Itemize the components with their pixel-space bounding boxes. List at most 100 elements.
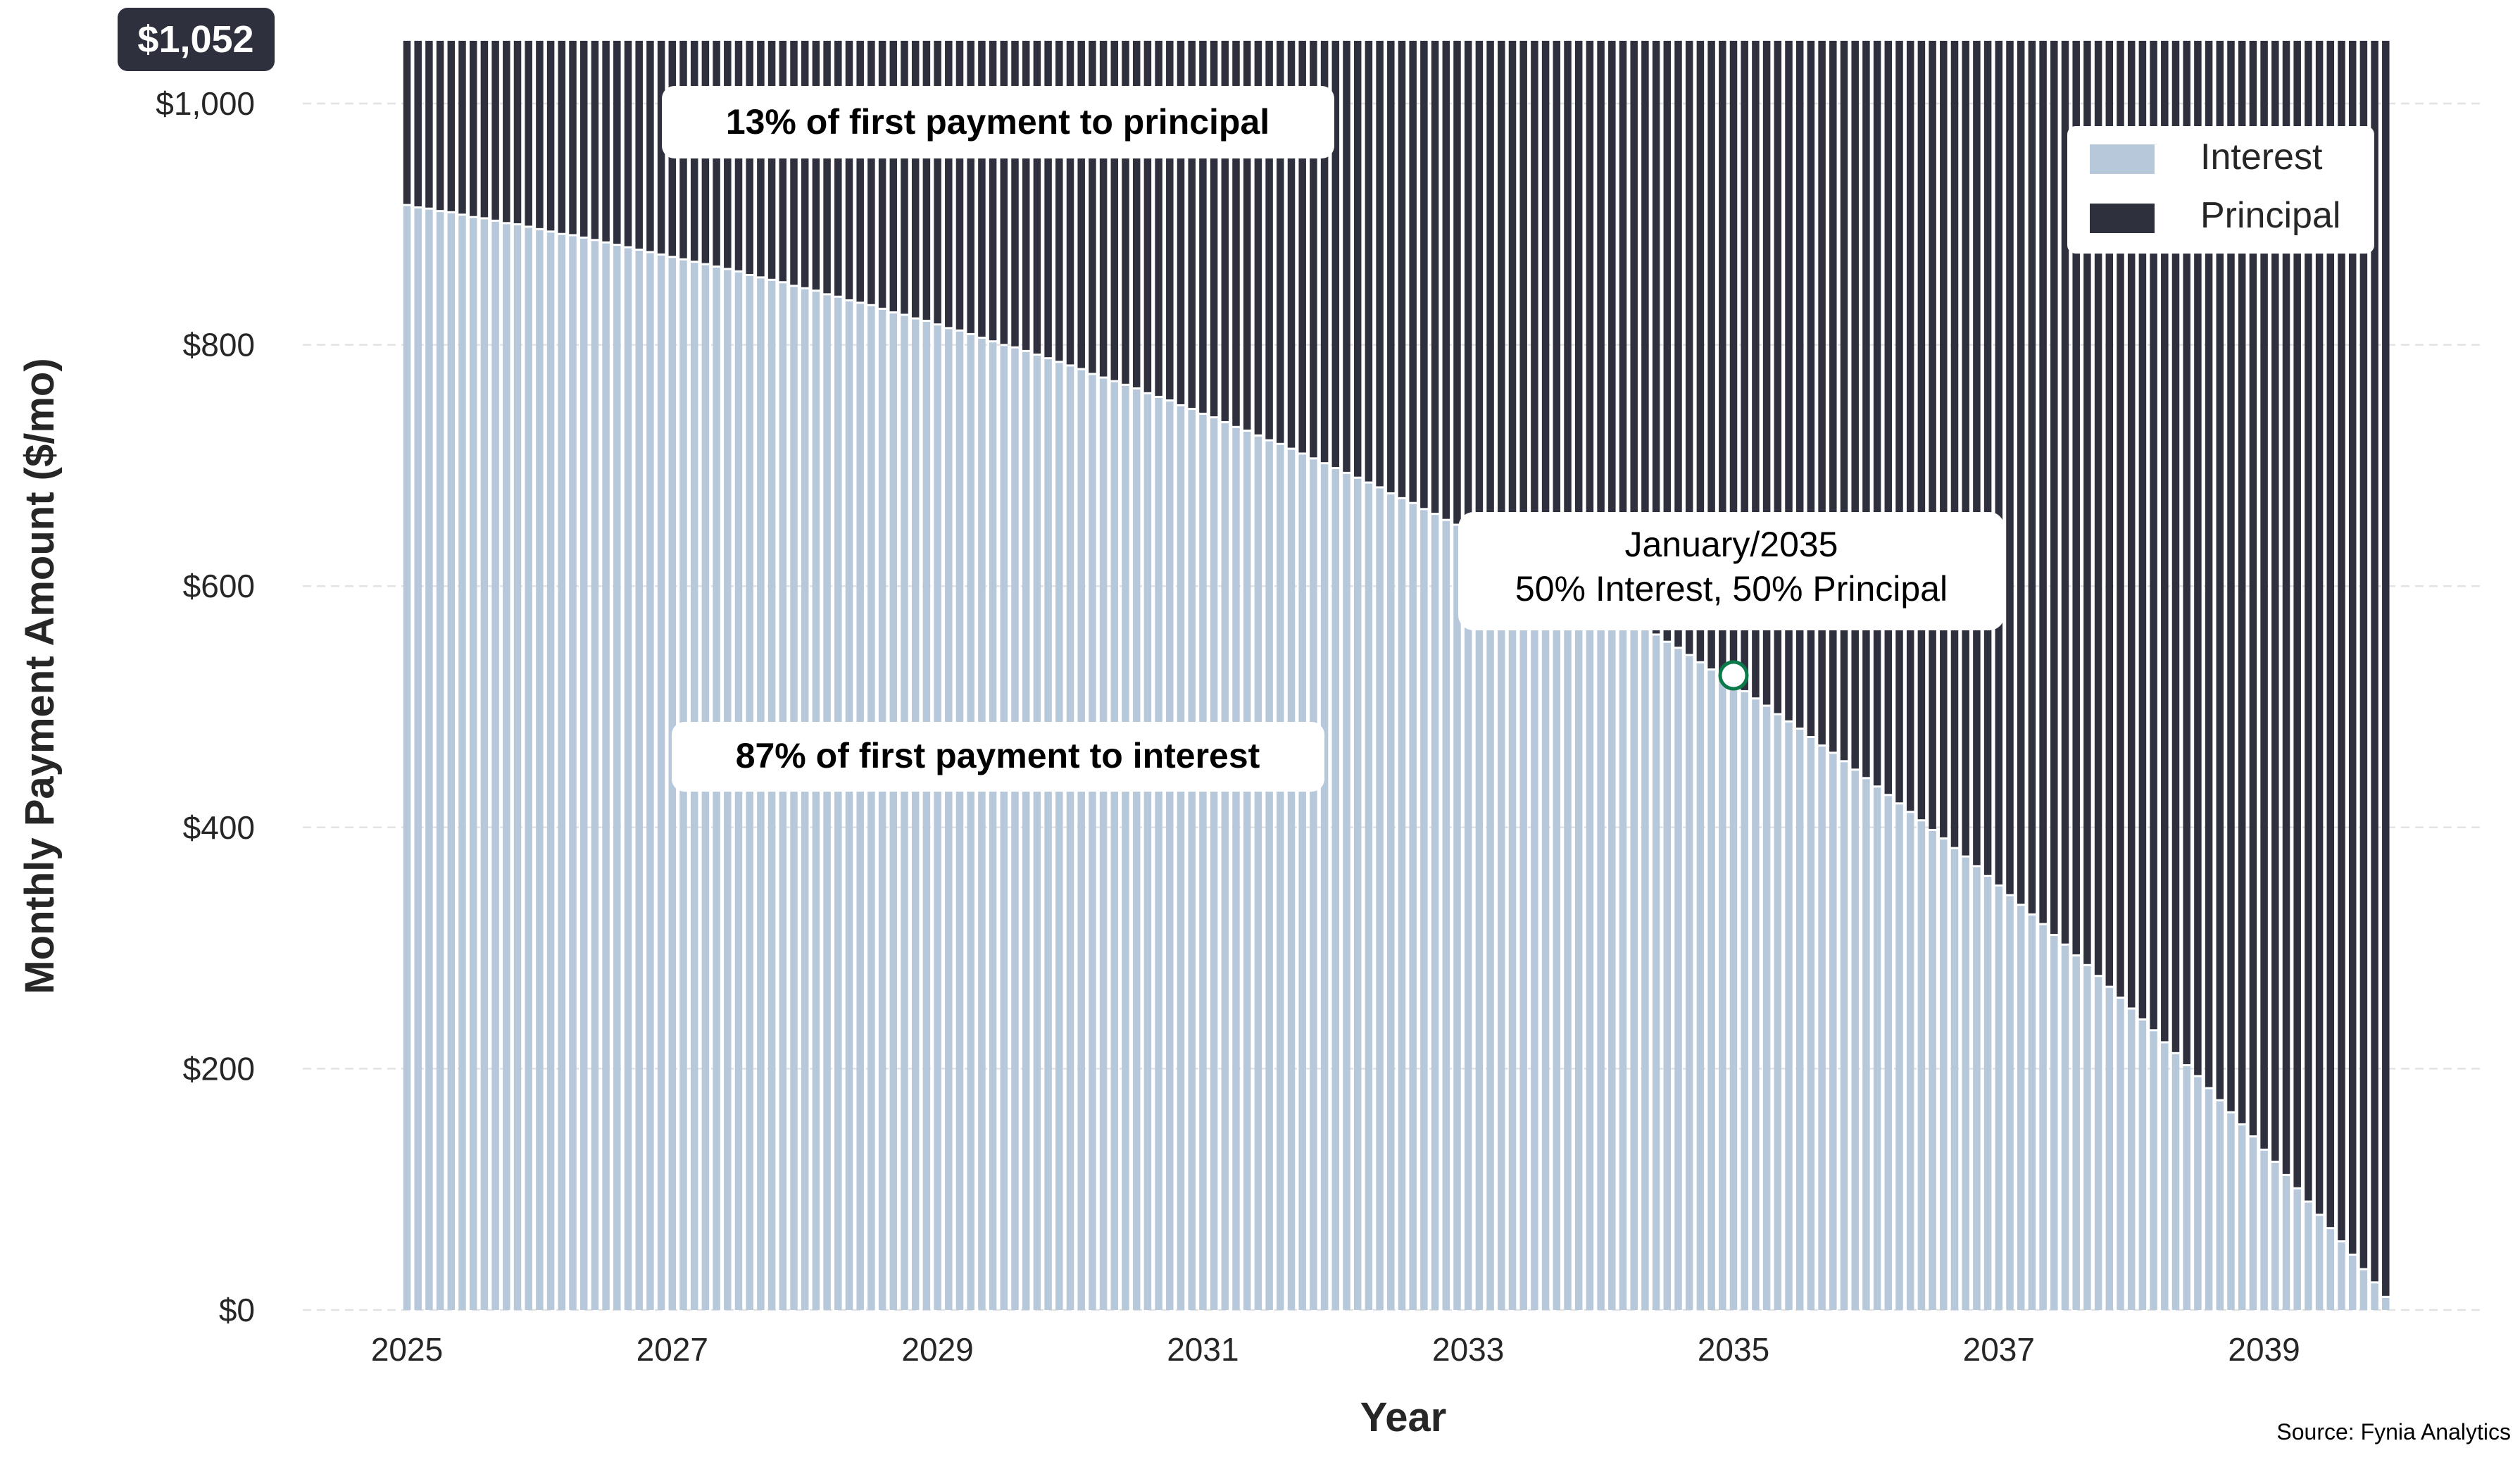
bar-interest [1143,394,1152,1310]
bar-principal [790,40,798,285]
bar-principal [867,40,875,304]
bar-principal [1099,40,1108,377]
bar-principal [2205,40,2213,1087]
y-tick-label: $600 [183,568,255,604]
bar-interest [1055,363,1063,1311]
bar-interest [1906,813,1914,1310]
bar-interest [978,339,986,1310]
bar-principal [1143,40,1152,392]
bar-principal [1685,40,1693,654]
bar-principal [978,40,986,337]
bar-principal [1564,40,1572,582]
bar-interest [1663,642,1672,1310]
bar-interest [436,212,444,1310]
bar-principal [414,40,422,207]
bar-interest [1531,566,1538,1310]
bar-principal [1265,40,1273,439]
bar-interest [1553,578,1561,1310]
bar-interest [1353,478,1362,1311]
x-tick-label: 2035 [1698,1331,1769,1368]
bar-principal [1431,40,1439,513]
bar-principal [2171,40,2180,1052]
bar-interest [1574,591,1583,1310]
bar-principal [2216,40,2224,1099]
bar-interest [1917,821,1926,1310]
bar-interest [1619,616,1627,1310]
bar-interest [480,219,489,1310]
bar-interest [1519,559,1527,1311]
y-tick-label: $800 [183,327,255,363]
bar-principal [2282,40,2290,1174]
bar-principal [469,40,477,216]
bar-interest [1177,406,1185,1310]
bar-principal [1365,40,1373,482]
bar-principal [1398,40,1406,497]
bar-interest [1641,629,1649,1310]
bar-principal [2138,40,2147,1018]
bar-principal [2326,40,2335,1228]
bar-principal [1541,40,1550,570]
bar-principal [779,40,787,282]
bar-principal [823,40,831,294]
bar-principal [1995,40,2003,885]
interest-annotation-box [672,722,1324,792]
bar-interest [1785,722,1793,1310]
bar-principal [458,40,466,214]
bar-principal [1210,40,1218,417]
bar-principal [1343,40,1350,472]
bar-principal [2150,40,2157,1030]
bar-interest [1420,510,1428,1310]
bar-interest [414,208,422,1310]
bar-principal [447,40,456,211]
bar-principal [2039,40,2047,923]
bar-principal [767,40,776,279]
bar-interest [1442,520,1450,1310]
bar-interest [1431,515,1439,1310]
bar-principal [2238,40,2246,1123]
bar-interest [458,216,466,1311]
legend-label-principal: Principal [2200,195,2340,236]
bar-principal [1376,40,1384,487]
y-tick-label: $400 [183,809,255,846]
bar-interest [491,221,499,1310]
bar-principal [1940,40,1948,837]
bar-interest [513,225,522,1311]
bar-principal [934,40,941,324]
bar-principal [1531,40,1538,564]
bar-interest [989,342,997,1310]
bar-interest [1365,483,1373,1310]
bar-interest [845,301,853,1310]
bar-interest [1818,747,1826,1310]
bar-interest [1962,857,1969,1310]
bar-interest [2083,966,2091,1310]
bar-interest [2227,1113,2235,1310]
bar-interest [934,325,941,1310]
bar-interest [2282,1175,2290,1310]
bar-interest [790,287,798,1311]
bar-principal [1011,40,1019,347]
bar-interest [911,319,920,1311]
bar-interest [1752,699,1760,1310]
principal-annotation: 13% of first payment to principal [662,86,1334,158]
bar-principal [1795,40,1804,728]
bar-interest [1674,649,1682,1310]
bar-principal [1785,40,1793,720]
bar-interest [746,275,753,1311]
bar-interest [1033,356,1041,1311]
bar-interest [945,329,953,1310]
bar-interest [901,316,908,1310]
bar-interest [1210,418,1218,1310]
bar-principal [945,40,953,327]
bar-interest [1729,685,1738,1310]
bar-interest [1851,770,1859,1310]
bar-interest [536,230,544,1310]
bar-principal [2161,40,2169,1042]
bar-principal [1188,40,1196,408]
bar-principal [579,40,588,237]
bar-principal [1619,40,1627,615]
bar-interest [1122,385,1129,1310]
bar-principal [569,40,577,235]
bar-principal [425,40,433,208]
bar-principal [1254,40,1262,435]
bar-principal [1320,40,1329,463]
